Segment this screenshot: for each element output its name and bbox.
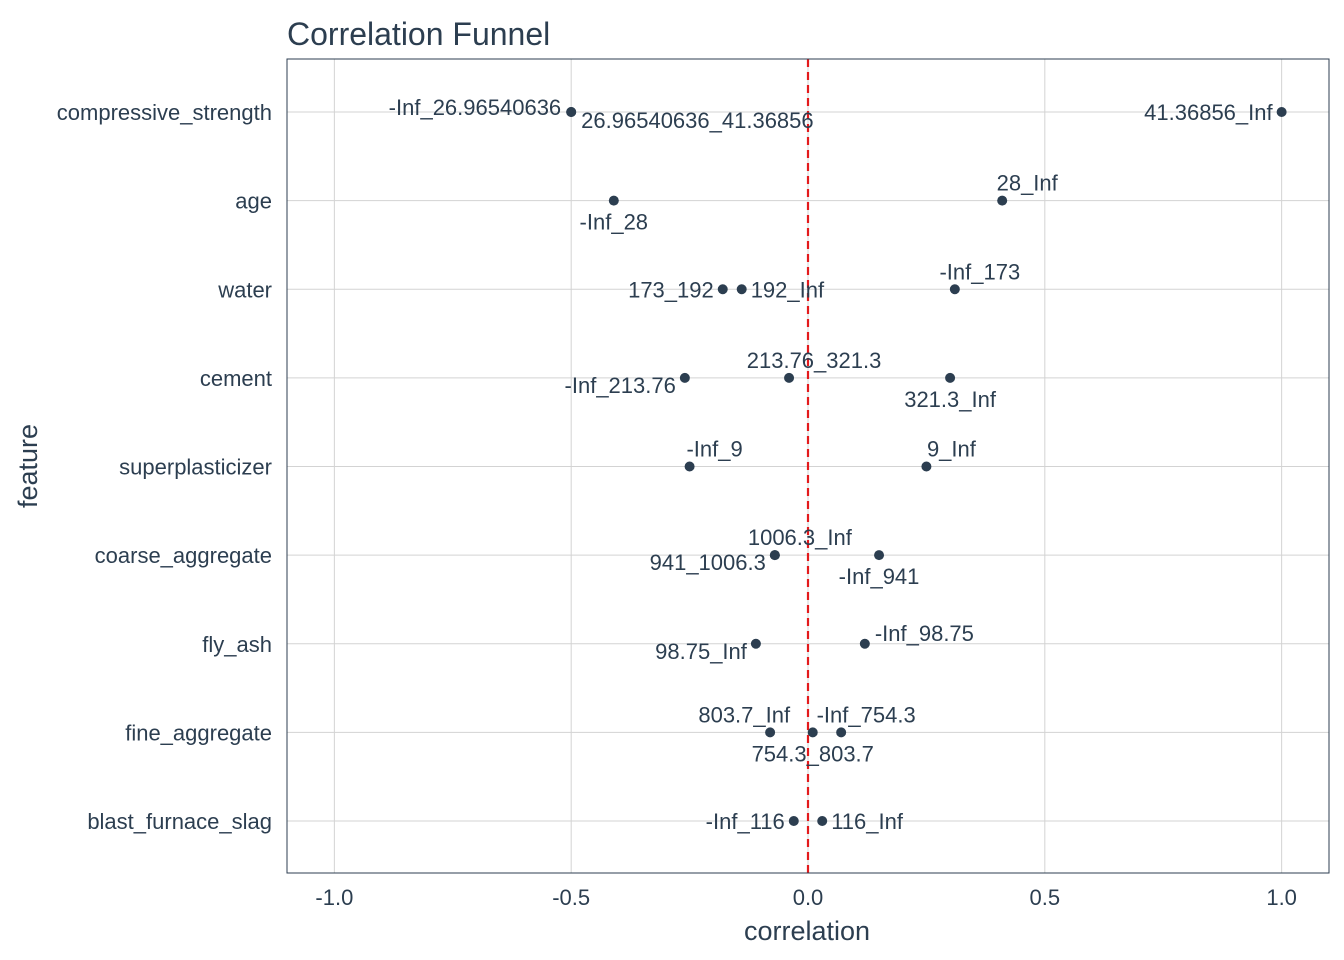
y-tick-label: blast_furnace_slag xyxy=(87,809,272,834)
data-point xyxy=(807,727,818,738)
point-label: 803.7_Inf xyxy=(698,702,791,727)
point-labels-layer: -Inf_26.96540636 26.96540636_41.36856 41.3… xyxy=(389,95,1274,834)
point-label: -Inf_9 xyxy=(686,437,742,462)
data-point xyxy=(949,284,960,295)
data-point xyxy=(859,638,870,649)
data-point xyxy=(945,372,956,383)
data-point xyxy=(817,816,828,826)
data-point xyxy=(679,372,690,383)
plot-panel-border xyxy=(286,58,1330,874)
points-layer xyxy=(566,107,1287,826)
point-label: 1006.3_Inf xyxy=(748,525,853,550)
point-label: -Inf_941 xyxy=(839,564,920,589)
data-point xyxy=(997,195,1008,206)
y-tick-label: superplasticizer xyxy=(119,455,272,480)
chart-title: Correlation Funnel xyxy=(287,16,550,52)
x-tick-label: 1.0 xyxy=(1266,885,1297,910)
x-tick-label: -1.0 xyxy=(315,885,353,910)
point-label: 192_Inf xyxy=(751,277,825,302)
point-label: 9_Inf xyxy=(927,437,977,462)
x-tick-labels: -1.0 -0.5 0.0 0.5 1.0 xyxy=(315,885,1297,910)
data-point xyxy=(566,107,577,117)
point-label: -Inf_26.96540636 xyxy=(389,95,562,120)
y-axis-title: feature xyxy=(13,424,43,508)
x-tick-label: 0.0 xyxy=(793,885,824,910)
point-label: -Inf_28 xyxy=(580,210,649,235)
y-tick-label: fly_ash xyxy=(202,632,272,657)
point-label: 173_192 xyxy=(628,277,714,302)
data-point xyxy=(750,638,761,649)
y-tick-label: age xyxy=(235,189,272,214)
data-point xyxy=(836,727,847,738)
y-tick-label: water xyxy=(217,277,272,302)
point-label: 28_Inf xyxy=(997,171,1059,196)
data-point xyxy=(765,727,776,738)
data-point xyxy=(736,284,747,295)
point-label: 41.36856_Inf xyxy=(1144,100,1273,125)
point-label: 26.96540636_41.36856 xyxy=(581,108,813,133)
x-tick-label: 0.5 xyxy=(1030,885,1061,910)
point-label: -Inf_116 xyxy=(706,809,785,834)
point-label: 941_1006.3 xyxy=(650,550,766,575)
y-tick-label: cement xyxy=(200,366,272,391)
y-tick-label: coarse_aggregate xyxy=(95,543,272,568)
x-tick-label: -0.5 xyxy=(552,885,590,910)
data-point xyxy=(784,372,795,383)
point-label: 754.3_803.7 xyxy=(752,741,874,766)
data-point xyxy=(717,284,728,295)
point-label: -Inf_98.75 xyxy=(875,621,974,646)
y-tick-label: compressive_strength xyxy=(57,100,272,125)
point-label: -Inf_213.76 xyxy=(565,373,676,398)
data-point xyxy=(608,195,619,206)
point-label: 321.3_Inf xyxy=(904,387,997,412)
data-point xyxy=(684,461,695,472)
point-label: -Inf_173 xyxy=(939,259,1020,284)
y-tick-label: fine_aggregate xyxy=(125,720,272,745)
point-label: 116_Inf xyxy=(831,809,904,834)
point-label: -Inf_754.3 xyxy=(817,702,916,727)
data-point xyxy=(769,550,780,561)
data-point xyxy=(874,550,885,561)
point-label: 98.75_Inf xyxy=(655,639,748,664)
data-point xyxy=(921,461,932,472)
data-point xyxy=(788,816,799,826)
x-axis-title: correlation xyxy=(744,916,870,946)
data-point xyxy=(1276,107,1287,117)
point-label: 213.76_321.3 xyxy=(747,348,882,373)
